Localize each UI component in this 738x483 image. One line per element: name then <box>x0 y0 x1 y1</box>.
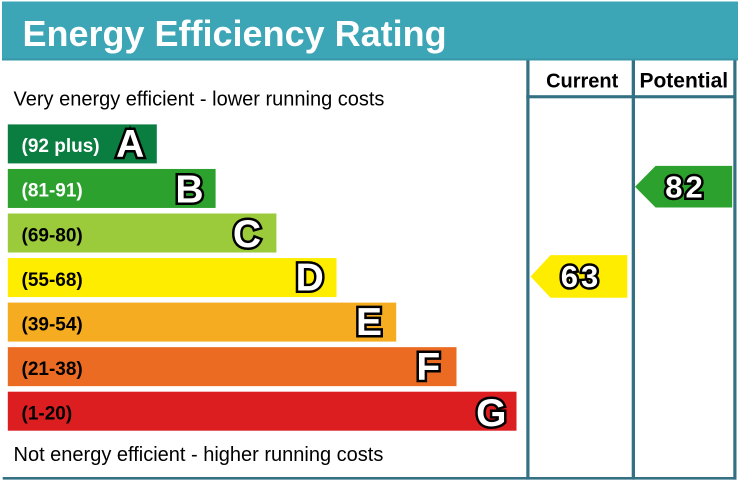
svg-text:63: 63 <box>561 259 601 294</box>
svg-text:C: C <box>233 213 261 256</box>
svg-text:(92 plus): (92 plus) <box>22 136 100 157</box>
svg-text:Current: Current <box>546 71 619 93</box>
svg-text:D: D <box>296 257 324 300</box>
svg-text:G: G <box>476 392 506 435</box>
svg-text:Not energy efficient - higher: Not energy efficient - higher running co… <box>14 444 384 466</box>
svg-text:(81-91): (81-91) <box>22 181 83 202</box>
svg-text:E: E <box>356 301 382 344</box>
svg-text:B: B <box>175 169 203 212</box>
svg-text:Potential: Potential <box>639 70 728 93</box>
svg-text:(1-20): (1-20) <box>22 404 73 425</box>
svg-text:(69-80): (69-80) <box>22 225 83 246</box>
svg-text:82: 82 <box>665 170 705 205</box>
svg-text:F: F <box>416 346 440 389</box>
svg-text:Very energy efficient - lower: Very energy efficient - lower running co… <box>14 89 385 111</box>
svg-text:Energy Efficiency Rating: Energy Efficiency Rating <box>23 13 447 54</box>
svg-text:(39-54): (39-54) <box>22 314 83 335</box>
svg-text:(55-68): (55-68) <box>22 270 83 291</box>
svg-text:A: A <box>116 123 144 166</box>
svg-text:(21-38): (21-38) <box>22 359 83 380</box>
